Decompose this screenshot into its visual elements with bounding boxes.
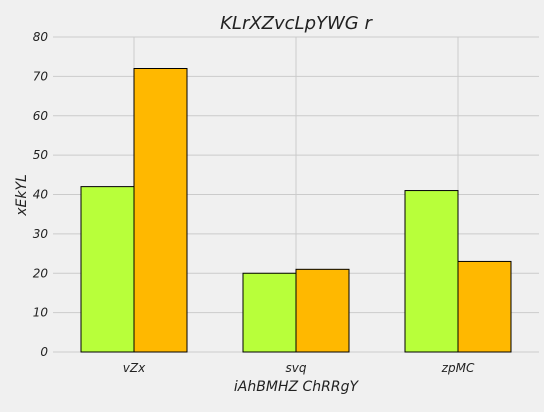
ticks-layer: 0 10 20 30 40 50 60 70 80 vZx svq zpMC (33, 30, 475, 375)
y-tick-label: 40 (33, 188, 49, 202)
y-tick-label: 30 (33, 227, 49, 241)
y-tick-label: 10 (33, 306, 49, 320)
y-tick-label: 80 (33, 30, 49, 44)
bar-series-1-zpMC (404, 190, 459, 353)
y-tick-label: 20 (33, 266, 49, 280)
bar-series-2-vZx (133, 68, 188, 353)
chart-title: KLrXZvcLpYWG r (220, 13, 373, 34)
x-axis-label: iAhBMHZ ChRRgY (234, 379, 360, 395)
y-tick-label: 70 (33, 69, 49, 83)
x-tick-label: svq (286, 361, 307, 375)
y-tick-label: 60 (33, 109, 49, 123)
x-tick-label: vZx (123, 361, 146, 375)
x-tick-label: zpMC (441, 361, 475, 375)
y-tick-label: 50 (33, 148, 49, 162)
bar-series-2-svq (295, 268, 350, 353)
y-axis-label: xEkYL (14, 174, 30, 217)
bar-series-1-vZx (80, 186, 135, 353)
bars-layer (80, 68, 512, 353)
bar-series-2-zpMC (457, 260, 512, 353)
y-tick-label: 0 (40, 345, 48, 359)
bar-series-1-svq (242, 272, 297, 353)
